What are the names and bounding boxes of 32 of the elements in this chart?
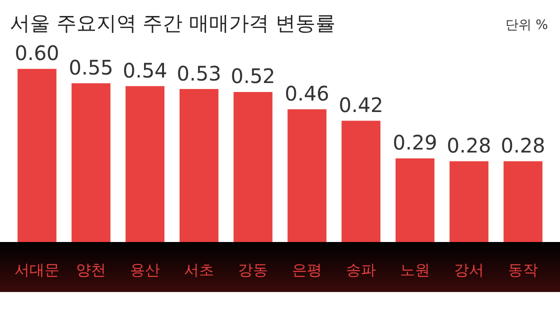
bar: [342, 120, 380, 242]
data-label: 0.42: [338, 93, 384, 118]
bar: [504, 161, 542, 242]
x-tick-label: 노원: [400, 260, 430, 279]
x-tick-label: 동작: [508, 260, 538, 279]
bar: [396, 158, 434, 242]
x-tick-label: 송파: [346, 260, 376, 279]
data-label: 0.55: [68, 55, 114, 80]
bar: [126, 86, 164, 242]
x-tick-label: 용산: [130, 260, 160, 279]
data-label: 0.46: [284, 81, 330, 106]
data-label: 0.60: [14, 41, 60, 66]
data-label: 0.54: [122, 58, 168, 82]
bar: [288, 109, 326, 242]
data-label: 0.28: [500, 133, 546, 158]
bar: [72, 83, 110, 242]
data-label: 0.28: [446, 133, 492, 158]
data-label: 0.29: [392, 130, 438, 155]
bar: [180, 89, 218, 242]
data-label: 0.53: [176, 61, 222, 86]
bar: [450, 161, 488, 242]
x-tick-label: 은평: [292, 260, 322, 279]
text: 단위 %: [506, 17, 548, 34]
x-tick-label: 서대문: [14, 260, 60, 279]
bar: [234, 92, 272, 242]
data-label: 0.52: [230, 64, 276, 88]
chart-title: 서울 주요지역 주간 매매가격 변동률: [10, 10, 336, 37]
x-tick-label: 양천: [76, 260, 106, 279]
x-tick-label: 서초: [184, 260, 214, 279]
x-tick-label: 강동: [238, 260, 268, 279]
bar: [18, 68, 56, 242]
x-tick-label: 강서: [454, 260, 484, 279]
